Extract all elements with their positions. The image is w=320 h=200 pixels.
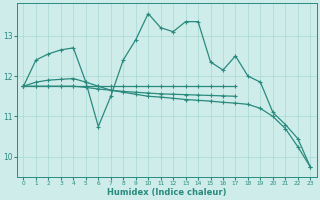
X-axis label: Humidex (Indice chaleur): Humidex (Indice chaleur) [107,188,227,197]
